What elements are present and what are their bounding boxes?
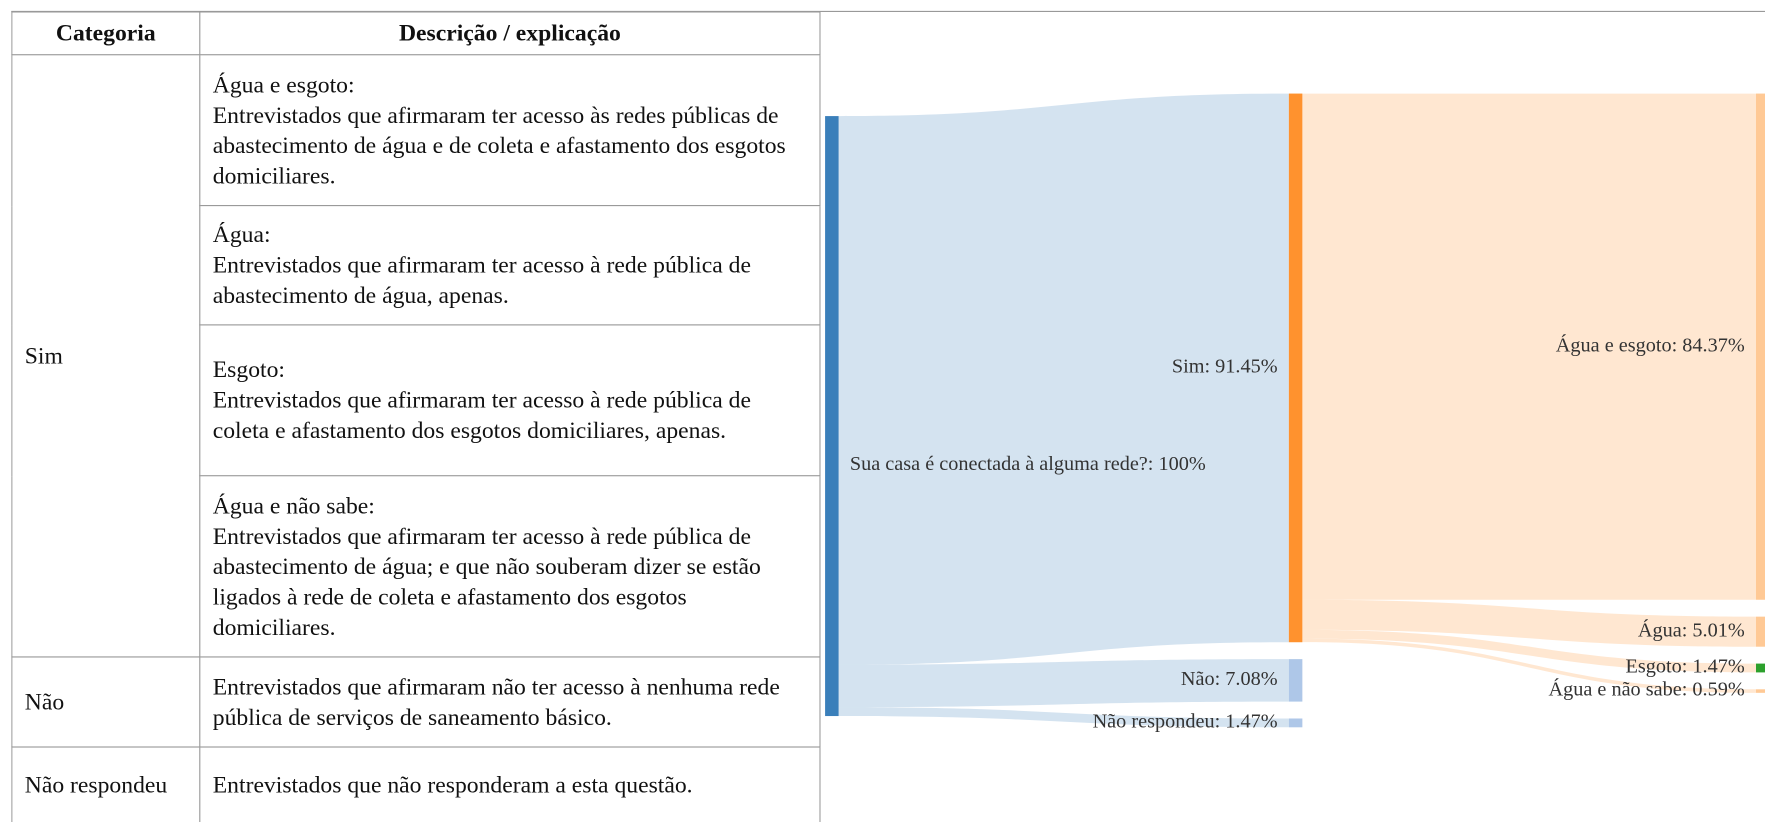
header-cell: Categoria — [11, 11, 201, 56]
link — [838, 707, 1289, 728]
header-row: Categoria Descrição / explicação — [11, 11, 821, 56]
desc-text: Entrevistados que afirmaram ter acesso à… — [212, 251, 751, 309]
node — [1755, 663, 1765, 673]
node-label: Não respondeu: 1.47% — [1093, 711, 1278, 733]
row: Água e não sabe: Entrevistados que afirma… — [12, 475, 821, 658]
node-label: Sua casa é conectada à alguma rede?: 100… — [850, 453, 1206, 475]
node-label: Esgoto: 1.47% — [1625, 656, 1744, 678]
node-label: Não: 7.08% — [1181, 668, 1278, 690]
desc-title: Água e não sabe: — [212, 491, 375, 519]
category-cell: Sim — [11, 54, 201, 658]
row: Não respondeu Entrevistados que não resp… — [11, 746, 821, 822]
node — [1288, 718, 1303, 728]
link — [1302, 93, 1756, 600]
link — [1302, 638, 1756, 693]
row: Água: Entrevistados que afirmaram ter ace… — [12, 205, 821, 326]
row: Esgoto: Entrevistados que afirmaram ter a… — [12, 324, 821, 477]
node-label: Sim: 91.45% — [1172, 356, 1278, 378]
node-label: Água: 5.01% — [1638, 618, 1745, 641]
desc-cell: Água: Entrevistados que afirmaram ter ace… — [199, 205, 821, 326]
desc-title: Água e esgoto: — [212, 70, 355, 98]
node-label: Água e não sabe: 0.59% — [1548, 678, 1744, 701]
desc-text: Entrevistados que afirmaram não ter aces… — [212, 672, 780, 731]
desc-text: Entrevistados que afirmaram ter acesso à… — [212, 100, 786, 189]
desc-text: Entrevistados que afirmaram ter acesso à… — [212, 521, 761, 641]
desc-cell: Água e não sabe: Entrevistados que afirma… — [199, 475, 821, 658]
node — [1755, 689, 1765, 693]
table: Categoria Descrição / explicação Sim Águ… — [11, 11, 821, 822]
header-cell: Descrição / explicação — [199, 11, 821, 56]
desc-text: Entrevistados que afirmaram ter acesso à… — [212, 386, 751, 444]
desc-cell: Esgoto: Entrevistados que afirmaram ter a… — [199, 324, 821, 477]
node — [1288, 659, 1303, 702]
row: Não Entrevistados que afirmaram não ter … — [11, 656, 821, 748]
desc-text: Entrevistados que não responderam a esta… — [212, 771, 693, 799]
table-frame: Categoria Descrição / explicação Sim Águ… — [11, 11, 821, 822]
link — [838, 659, 1289, 708]
node-label: Água e esgoto: 84.37% — [1556, 333, 1745, 356]
row: Sim Água e esgoto: Entrevistados que afir… — [11, 54, 821, 658]
category-cell: Não respondeu — [11, 746, 201, 822]
node — [1755, 93, 1765, 600]
desc-title: Água: — [212, 220, 271, 248]
link — [838, 93, 1289, 665]
node — [1755, 616, 1765, 647]
desc-cell: Entrevistados que afirmaram não ter aces… — [199, 656, 821, 748]
desc-title: Esgoto: — [212, 355, 285, 383]
desc-cell: Entrevistados que não responderam a esta… — [199, 746, 821, 822]
link — [1302, 599, 1756, 647]
category-cell: Não — [11, 656, 201, 748]
link — [1302, 629, 1756, 673]
node — [825, 116, 839, 717]
node — [1288, 93, 1303, 643]
desc-cell: Água e esgoto: Entrevistados que afirmara… — [199, 54, 821, 207]
